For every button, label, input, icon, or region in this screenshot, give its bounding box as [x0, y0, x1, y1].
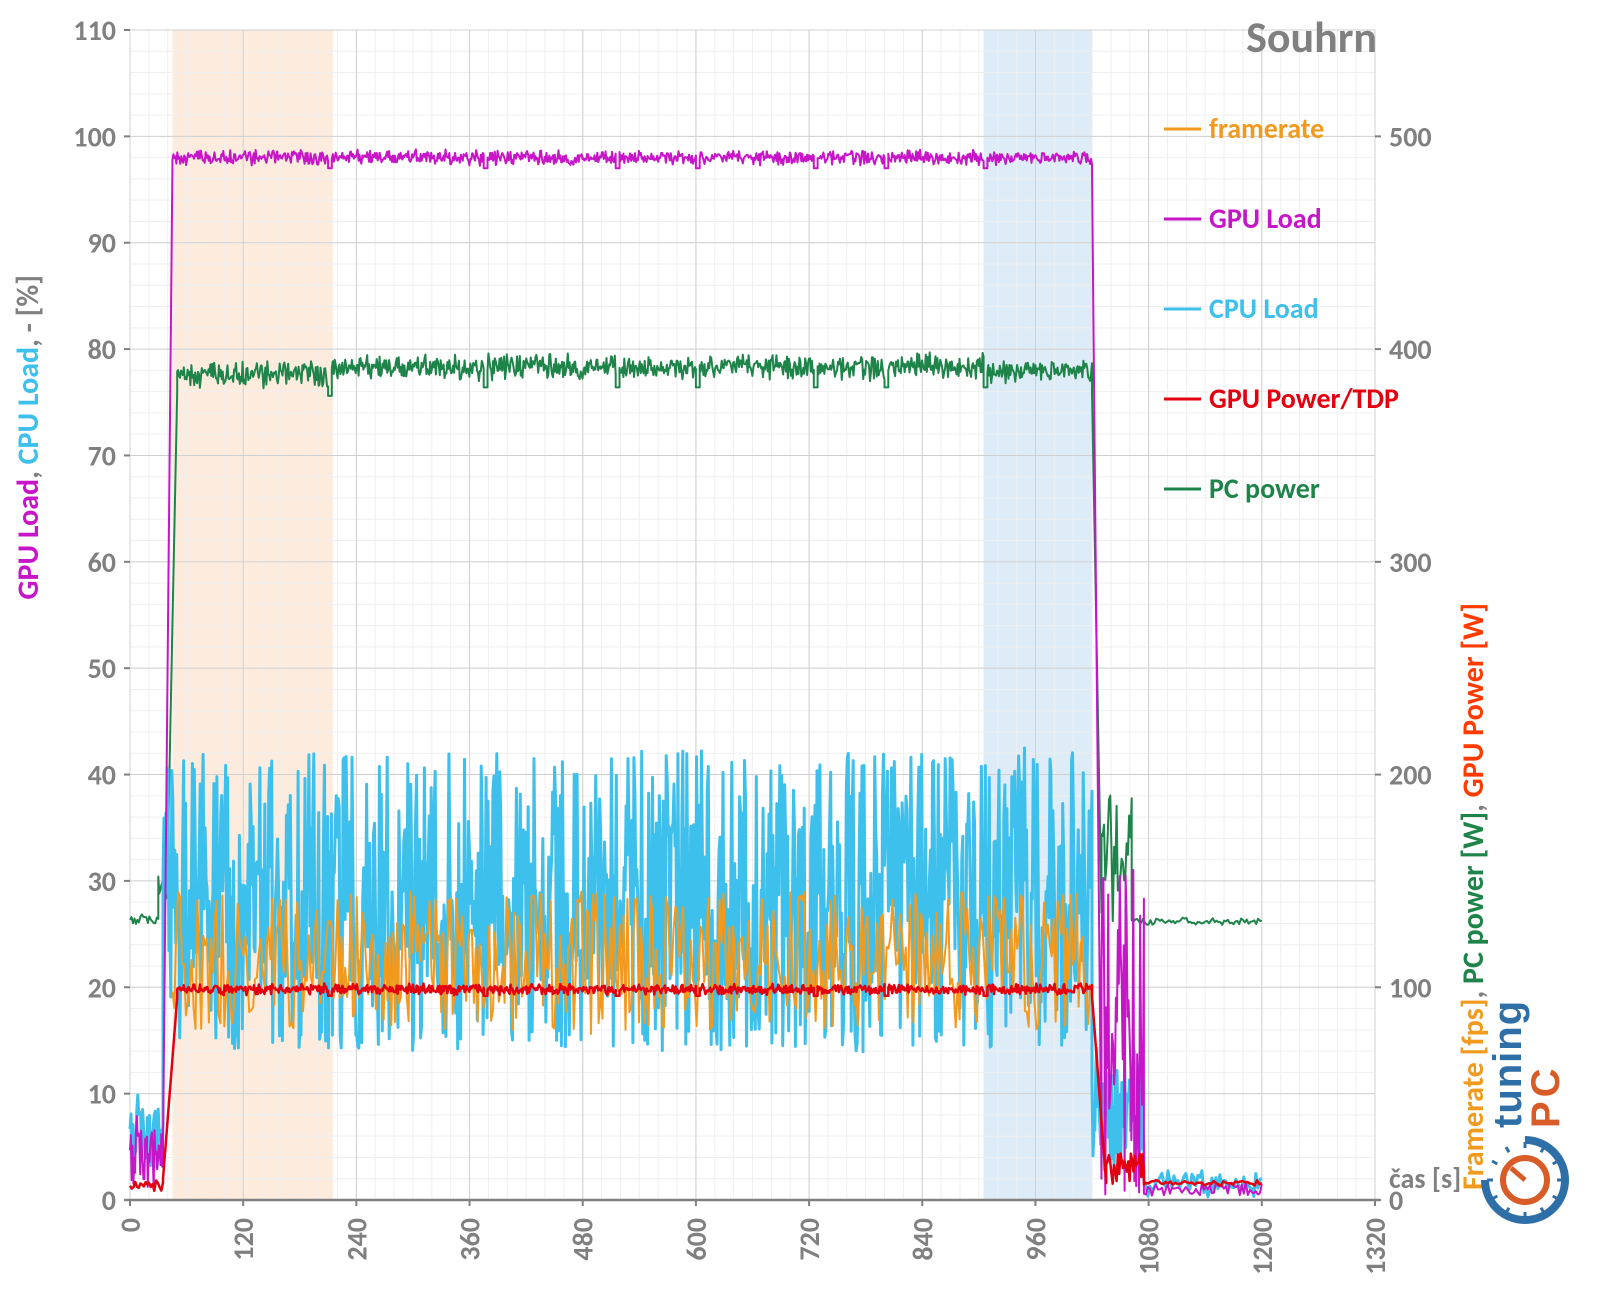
xaxis-label: čas [s]: [1389, 1161, 1461, 1196]
watermark-pc: PC: [1524, 1064, 1568, 1128]
legend-label-gpu_tdp: GPU Power/TDP: [1209, 381, 1399, 416]
xtick-600: 600: [679, 1218, 714, 1261]
chart-svg: 0 10 20 30 40 50 60 70 80 90 100 110 0 100 200 300 400 50…: [0, 0, 1600, 1313]
xtick-240: 240: [339, 1218, 374, 1261]
ytick-right-100: 100: [1389, 970, 1432, 1005]
ytick-left-20: 20: [88, 970, 116, 1005]
left-axis-title: GPU Load, CPU Load, - [%]: [10, 275, 47, 600]
ytick-left-40: 40: [88, 758, 116, 793]
legend-label-cpu_load: CPU Load: [1209, 291, 1319, 326]
xtick-1320: 1320: [1358, 1218, 1393, 1275]
xtick-720: 720: [792, 1218, 827, 1261]
xtick-840: 840: [905, 1218, 940, 1261]
xtick-360: 360: [453, 1218, 488, 1261]
ytick-left-10: 10: [88, 1077, 116, 1112]
xtick-0: 0: [113, 1218, 148, 1232]
legend-label-framerate: framerate: [1209, 111, 1324, 146]
ytick-left-80: 80: [88, 332, 116, 367]
xtick-120: 120: [226, 1218, 261, 1261]
ytick-left-0: 0: [102, 1183, 116, 1218]
ytick-right-400: 400: [1389, 332, 1432, 367]
svg-text:GPU Load, CPU Load, - [%]: GPU Load, CPU Load, - [%]: [10, 275, 47, 600]
chart-container: 0 10 20 30 40 50 60 70 80 90 100 110 0 100 200 300 400 50…: [0, 0, 1600, 1313]
ytick-right-300: 300: [1389, 545, 1432, 580]
ytick-left-50: 50: [88, 651, 116, 686]
xtick-1080: 1080: [1132, 1218, 1167, 1275]
ytick-left-30: 30: [88, 864, 116, 899]
ytick-left-100: 100: [73, 119, 116, 154]
xtick-480: 480: [566, 1218, 601, 1261]
ytick-left-110: 110: [73, 13, 116, 48]
legend-label-gpu_load: GPU Load: [1209, 201, 1322, 236]
ytick-right-500: 500: [1389, 119, 1432, 154]
xtick-1200: 1200: [1245, 1218, 1280, 1275]
xtick-960: 960: [1018, 1218, 1053, 1261]
ytick-left-70: 70: [88, 438, 116, 473]
legend-label-pc_power: PC power: [1209, 471, 1320, 506]
ytick-left-60: 60: [88, 545, 116, 580]
ytick-left-90: 90: [88, 226, 116, 261]
ytick-right-200: 200: [1389, 758, 1432, 793]
chart-title: Souhrn: [1246, 10, 1377, 64]
